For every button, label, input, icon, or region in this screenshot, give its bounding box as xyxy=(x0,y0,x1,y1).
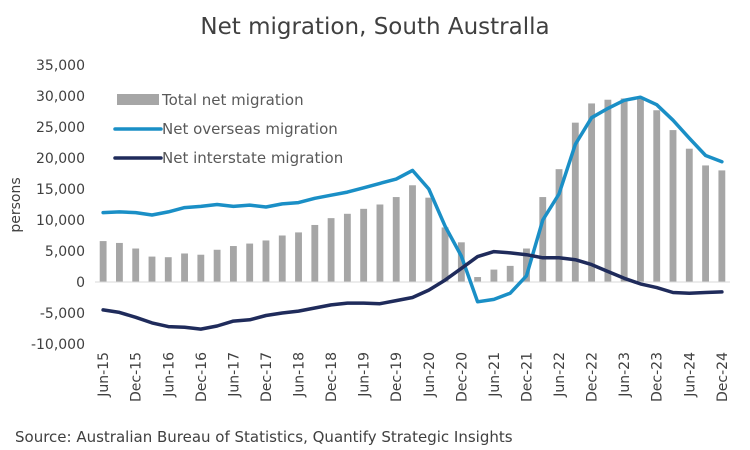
bar xyxy=(653,110,661,282)
x-tick-label: Dec-22 xyxy=(585,352,601,402)
y-tick-label: 25,000 xyxy=(36,120,85,136)
x-tick-label: Dec-15 xyxy=(129,352,145,402)
bar xyxy=(620,98,628,282)
y-tick-label: 10,000 xyxy=(36,213,85,229)
source-note: Source: Australian Bureau of Statistics,… xyxy=(15,428,513,446)
bar xyxy=(132,248,140,282)
x-tick-label: Jun-22 xyxy=(552,352,568,398)
y-tick-label: 20,000 xyxy=(36,151,85,167)
legend-label: Net overseas migration xyxy=(162,120,338,138)
x-tick-label: Dec-23 xyxy=(650,352,666,402)
bar xyxy=(197,254,205,282)
y-tick-label: 15,000 xyxy=(36,182,85,198)
bar-series-total-net-migration xyxy=(99,98,726,282)
line-net-interstate-migration xyxy=(101,249,724,331)
x-tick-label: Jun-19 xyxy=(357,352,373,398)
x-tick-label: Dec-21 xyxy=(519,352,535,402)
bar xyxy=(246,243,254,282)
legend-label: Total net migration xyxy=(161,91,304,109)
x-tick-label: Jun-21 xyxy=(487,352,503,398)
bar xyxy=(474,277,482,282)
bar xyxy=(311,224,319,282)
y-axis-ticks: -10,000 -5,000 0 5,000 10,000 15,000 20,000 25,… xyxy=(31,58,85,353)
x-tick-label: Jun-17 xyxy=(226,352,242,398)
bar xyxy=(327,218,335,282)
x-tick-label: Dec-20 xyxy=(454,352,470,402)
line-net-overseas-migration xyxy=(101,95,724,304)
y-axis-label: persons xyxy=(8,177,24,232)
legend-item: Net interstate migration xyxy=(113,149,343,167)
x-tick-label: Jun-24 xyxy=(682,352,698,398)
y-tick-label: -5,000 xyxy=(40,306,85,322)
bar xyxy=(669,130,677,282)
bar xyxy=(490,269,498,282)
bar xyxy=(425,197,433,282)
legend-swatch xyxy=(117,94,159,105)
y-tick-label: 5,000 xyxy=(45,244,85,260)
bar xyxy=(523,248,530,282)
bar xyxy=(343,213,351,282)
x-axis-ticks: Jun-15 Dec-15 Jun-16 Dec-16 Jun-17 Dec-17 Jun-… xyxy=(96,352,731,402)
line-series xyxy=(101,95,724,331)
x-tick-label: Dec-24 xyxy=(715,352,731,402)
bar xyxy=(376,204,384,282)
legend-item: Total net migration xyxy=(117,91,304,109)
bar xyxy=(506,265,514,282)
x-tick-label: Jun-16 xyxy=(161,352,177,398)
bar xyxy=(457,242,465,282)
y-tick-label: -10,000 xyxy=(31,337,85,353)
bar xyxy=(718,170,726,282)
bar xyxy=(555,169,563,282)
chart-title: Net migration, South Australla xyxy=(200,14,550,40)
bar xyxy=(295,232,302,282)
bar xyxy=(116,242,123,282)
x-tick-label: Jun-15 xyxy=(96,352,112,398)
bar xyxy=(278,235,286,282)
bar xyxy=(229,246,237,282)
bar xyxy=(685,148,693,282)
y-tick-label: 30,000 xyxy=(36,89,85,105)
bar xyxy=(539,197,547,282)
bar xyxy=(262,240,270,282)
bar xyxy=(181,253,188,282)
x-tick-label: Dec-16 xyxy=(194,352,210,402)
bar xyxy=(392,197,400,282)
bar xyxy=(571,122,579,282)
x-tick-label: Jun-20 xyxy=(422,352,438,398)
bar xyxy=(441,227,449,282)
bar xyxy=(702,165,709,282)
bar xyxy=(99,241,107,282)
x-tick-label: Jun-23 xyxy=(617,352,633,398)
y-tick-label: 35,000 xyxy=(36,58,85,74)
bar xyxy=(360,208,368,282)
bar xyxy=(604,99,612,282)
bar xyxy=(409,185,416,282)
bar xyxy=(148,256,156,282)
bar xyxy=(213,249,221,282)
bar xyxy=(588,103,596,282)
x-tick-label: Dec-19 xyxy=(389,352,405,402)
x-tick-label: Dec-18 xyxy=(324,352,340,402)
bar xyxy=(164,257,172,282)
legend: Total net migration Net overseas migratio… xyxy=(113,91,343,167)
legend-label: Net interstate migration xyxy=(162,149,343,167)
x-tick-label: Jun-18 xyxy=(292,352,308,398)
y-tick-label: 0 xyxy=(76,275,85,291)
x-tick-label: Dec-17 xyxy=(259,352,275,402)
bar xyxy=(637,98,644,282)
legend-item: Net overseas migration xyxy=(113,120,338,138)
